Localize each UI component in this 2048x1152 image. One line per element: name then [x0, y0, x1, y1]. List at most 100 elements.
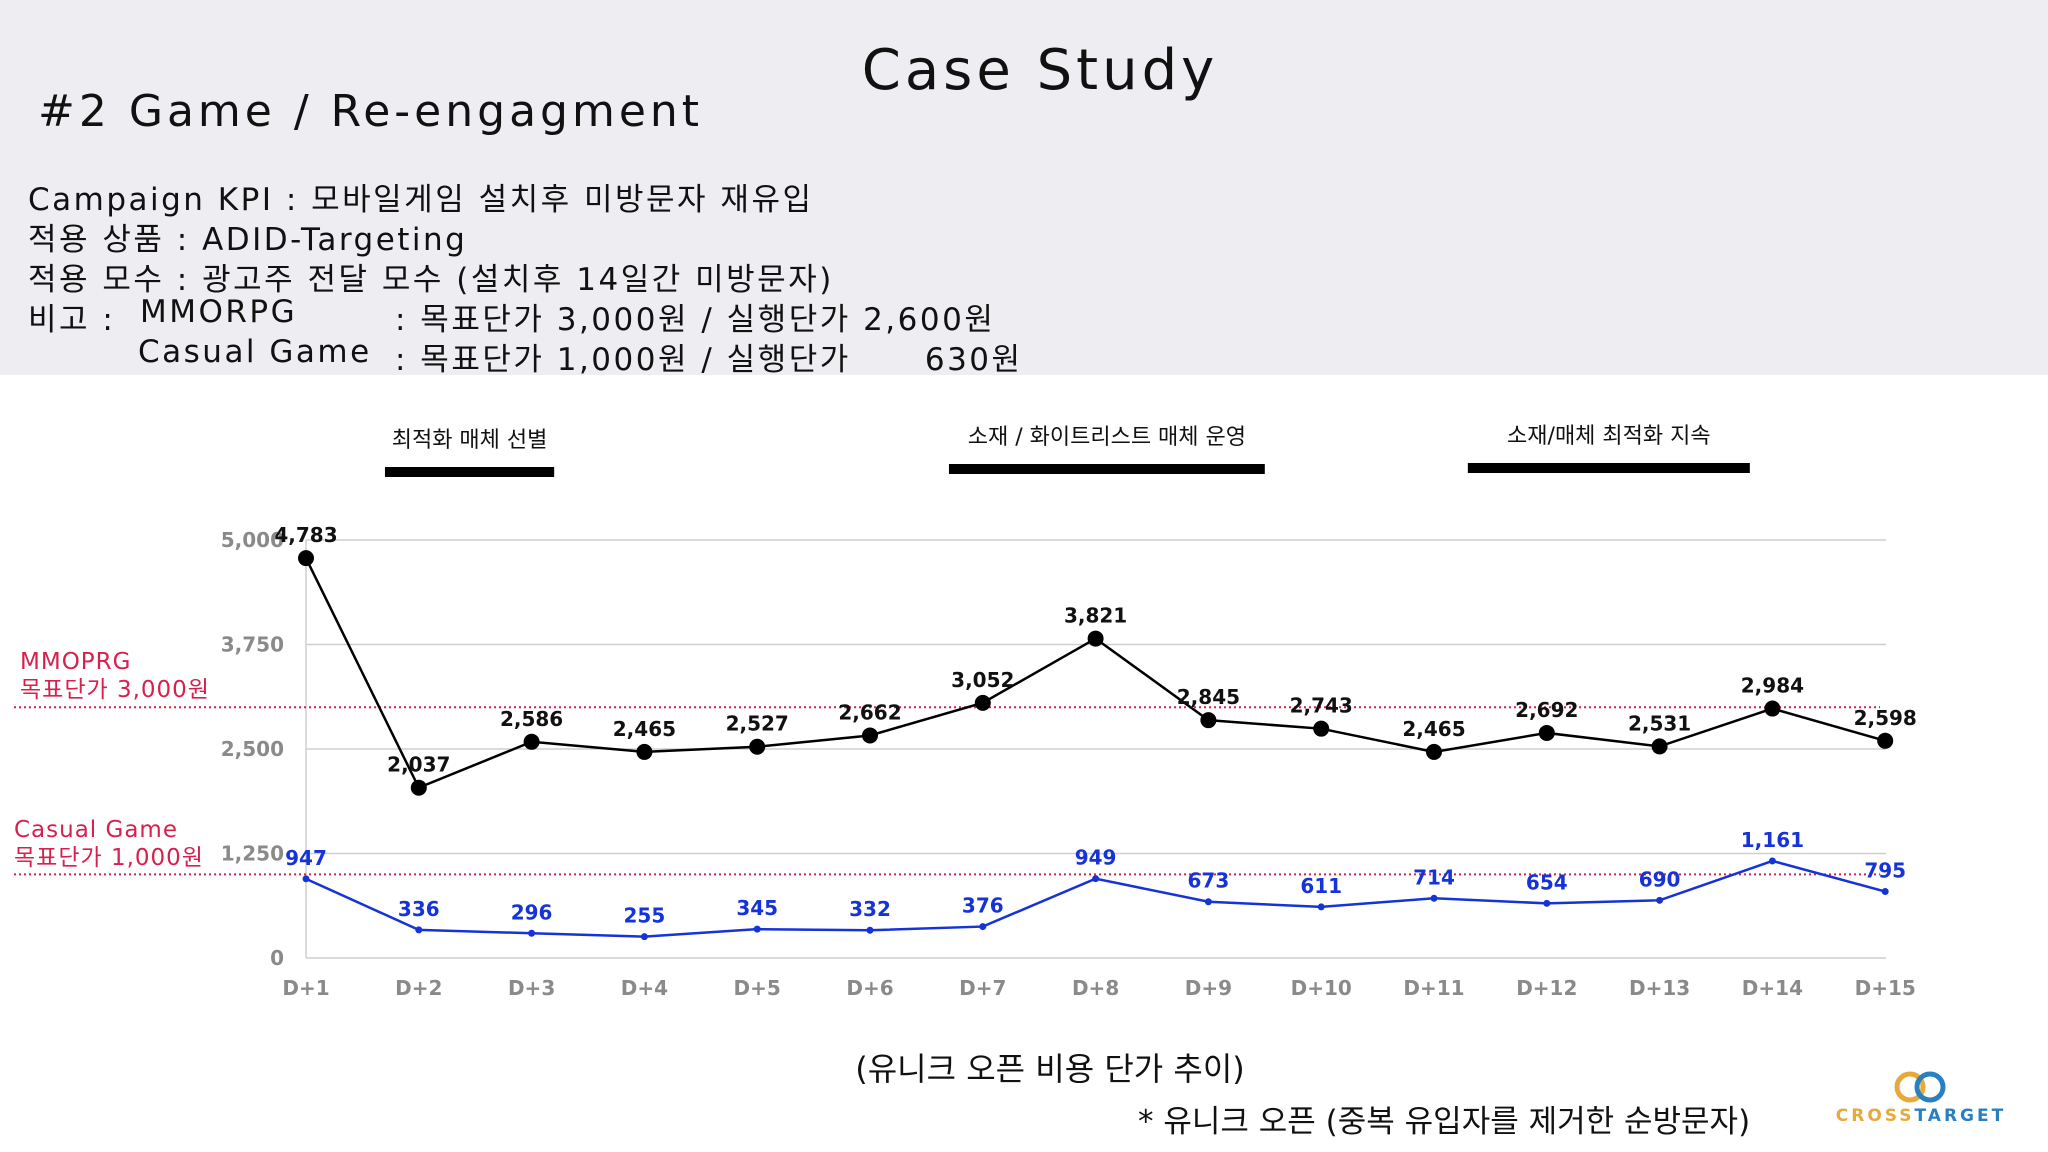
data-point-casual — [415, 926, 423, 934]
phase-bar — [1467, 463, 1750, 473]
series-line-mmorpg — [304, 557, 1886, 790]
data-point-casual — [640, 933, 648, 941]
note-label: 비고 : — [28, 302, 116, 338]
data-point-mmorpg — [974, 694, 991, 711]
data-point-casual — [1430, 894, 1438, 902]
y-tick-label: 5,000 — [221, 528, 284, 552]
data-label-mmorpg: 2,984 — [1741, 674, 1804, 698]
data-point-mmorpg — [523, 733, 540, 750]
applied-product: 적용 상품 : ADID-Targeting — [28, 222, 468, 258]
data-point-mmorpg — [1538, 724, 1555, 741]
data-label-mmorpg: 4,783 — [274, 523, 337, 547]
data-label-casual: 714 — [1413, 865, 1455, 889]
data-label-casual: 673 — [1188, 869, 1230, 893]
x-tick-label: D+7 — [959, 976, 1006, 1000]
note-casual-value: : 목표단가 1,000원 / 실행단가 630원 — [395, 342, 1023, 378]
note-mmorpg-name: MMORPG — [140, 294, 298, 330]
data-label-mmorpg: 2,527 — [726, 712, 789, 736]
logo-text: CROSSTARGET — [1835, 1106, 2007, 1126]
data-point-mmorpg — [636, 743, 653, 760]
target-casual-label: 목표단가 1,000원 — [14, 845, 204, 871]
data-point-mmorpg — [1877, 732, 1894, 749]
data-point-casual — [302, 875, 310, 883]
note-mmorpg-value: : 목표단가 3,000원 / 실행단가 2,600원 — [395, 302, 996, 338]
page-subtitle: #2 Game / Re-engagment — [38, 86, 704, 137]
data-label-casual: 690 — [1639, 867, 1681, 891]
line-chart: 0 1,250 2,500 3,750 5,000 D+1 D+2 D+3 D+4 D+5 D+6 D… — [14, 424, 1917, 1000]
x-tick-label: D+8 — [1072, 976, 1119, 1000]
data-label-casual: 332 — [849, 897, 891, 921]
crosstarget-logo: CROSSTARGET — [1826, 1066, 2016, 1126]
data-point-casual — [866, 926, 874, 934]
x-tick-label: D+6 — [846, 976, 893, 1000]
y-tick-label: 3,750 — [221, 633, 284, 657]
phase-label: 최적화 매체 선별 — [392, 428, 548, 453]
header-panel: Case Study #2 Game / Re-engagment Campai… — [0, 0, 2048, 378]
data-label-mmorpg: 2,743 — [1290, 694, 1353, 718]
data-label-mmorpg: 2,037 — [387, 753, 450, 777]
data-label-casual: 345 — [736, 896, 778, 920]
data-label-mmorpg: 2,845 — [1177, 685, 1240, 709]
data-point-mmorpg — [1651, 738, 1668, 755]
phase-label: 소재/매체 최적화 지속 — [1507, 424, 1711, 449]
x-tick-label: D+3 — [508, 976, 555, 1000]
x-tick-label: D+9 — [1185, 976, 1232, 1000]
data-label-casual: 949 — [1075, 846, 1117, 870]
x-tick-label: D+12 — [1516, 976, 1577, 1000]
data-point-casual — [1543, 899, 1551, 907]
target-mmorpg-label: 목표단가 3,000원 — [20, 677, 210, 703]
data-point-mmorpg — [862, 727, 878, 744]
data-label-mmorpg: 3,052 — [951, 668, 1014, 692]
data-label-mmorpg: 2,586 — [500, 707, 563, 731]
data-label-mmorpg: 2,598 — [1854, 706, 1917, 730]
footnote: * 유니크 오픈 (중복 유입자를 제거한 순방문자) — [1138, 1104, 1751, 1140]
logo-rings-icon — [1894, 1071, 1946, 1103]
x-tick-label: D+1 — [282, 976, 329, 1000]
y-tick-label: 0 — [270, 946, 284, 970]
y-tick-label: 2,500 — [221, 737, 284, 761]
chart-caption: (유니크 오픈 비용 단가 추이) — [855, 1050, 1245, 1088]
x-tick-label: D+11 — [1403, 976, 1464, 1000]
page-title: Case Study — [861, 38, 1219, 103]
data-label-mmorpg: 2,662 — [838, 700, 901, 724]
target-mmorpg-name: MMOPRG — [20, 649, 131, 675]
data-point-mmorpg — [1764, 700, 1781, 717]
data-label-mmorpg: 2,692 — [1515, 698, 1578, 722]
campaign-kpi: Campaign KPI : 모바일게임 설치후 미방문자 재유입 — [28, 182, 814, 218]
x-tick-label: D+2 — [395, 976, 442, 1000]
data-label-casual: 1,161 — [1741, 828, 1804, 852]
data-point-mmorpg — [298, 550, 314, 567]
x-tick-label: D+14 — [1742, 976, 1803, 1000]
x-tick-label: D+13 — [1629, 976, 1690, 1000]
target-casual-name: Casual Game — [14, 817, 178, 843]
phase-label: 소재 / 화이트리스트 매체 운영 — [968, 425, 1246, 450]
data-point-casual — [528, 929, 536, 937]
data-point-casual — [1881, 888, 1889, 896]
data-label-mmorpg: 3,821 — [1064, 604, 1127, 628]
x-tick-label: D+5 — [734, 976, 781, 1000]
data-point-casual — [753, 925, 761, 933]
applied-audience: 적용 모수 : 광고주 전달 모수 (설치후 14일간 미방문자) — [28, 262, 834, 298]
y-tick-label: 1,250 — [221, 842, 284, 866]
data-point-casual — [1768, 857, 1776, 865]
data-label-casual: 296 — [511, 900, 553, 924]
data-point-mmorpg — [1087, 630, 1104, 647]
data-point-casual — [1656, 896, 1664, 904]
data-point-mmorpg — [1313, 720, 1330, 737]
data-label-casual: 255 — [624, 904, 666, 928]
data-point-mmorpg — [1426, 743, 1442, 760]
data-label-casual: 376 — [962, 894, 1004, 918]
data-point-mmorpg — [1200, 712, 1217, 729]
note-casual-name: Casual Game — [138, 334, 372, 370]
data-point-casual — [1204, 898, 1212, 906]
x-tick-label: D+15 — [1855, 976, 1916, 1000]
data-label-casual: 336 — [398, 897, 440, 921]
data-point-casual — [979, 923, 987, 931]
data-point-casual — [1317, 903, 1325, 911]
data-label-casual: 947 — [285, 846, 327, 870]
data-point-mmorpg — [749, 738, 766, 755]
x-tick-label: D+10 — [1291, 976, 1352, 1000]
phase-bar — [948, 464, 1265, 474]
x-tick-label: D+4 — [621, 976, 668, 1000]
data-label-casual: 795 — [1864, 859, 1906, 883]
